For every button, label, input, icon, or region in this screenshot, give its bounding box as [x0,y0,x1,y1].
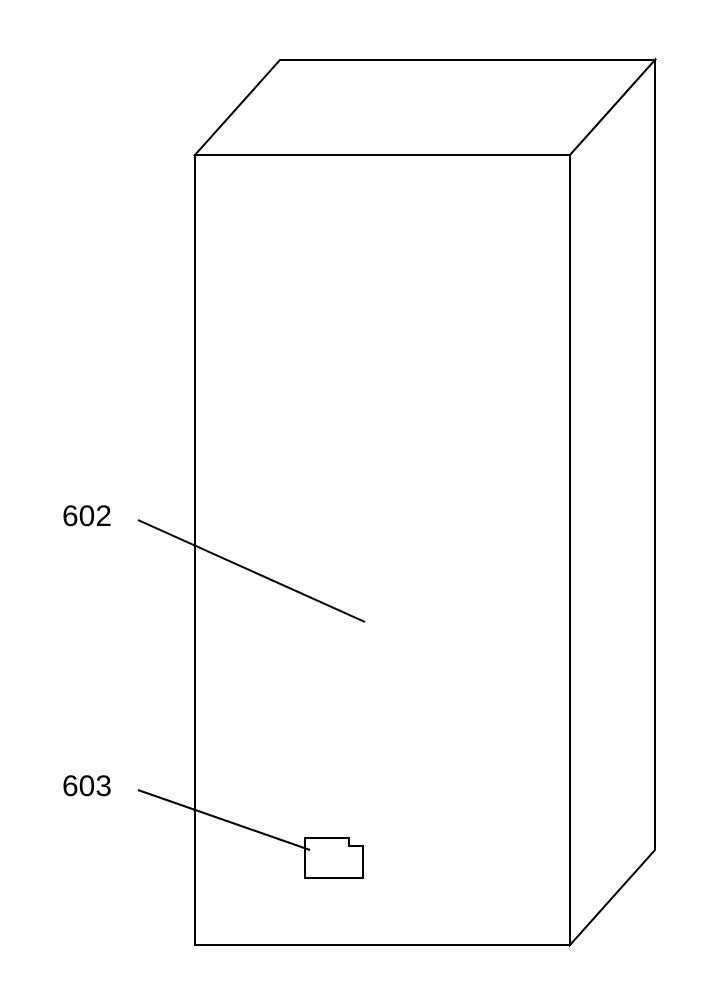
box-front-face [195,155,570,945]
label-602: 602 [62,500,112,534]
box-right-face [570,60,655,945]
technical-diagram: 602 603 [0,0,722,1000]
label-603: 603 [62,770,112,804]
